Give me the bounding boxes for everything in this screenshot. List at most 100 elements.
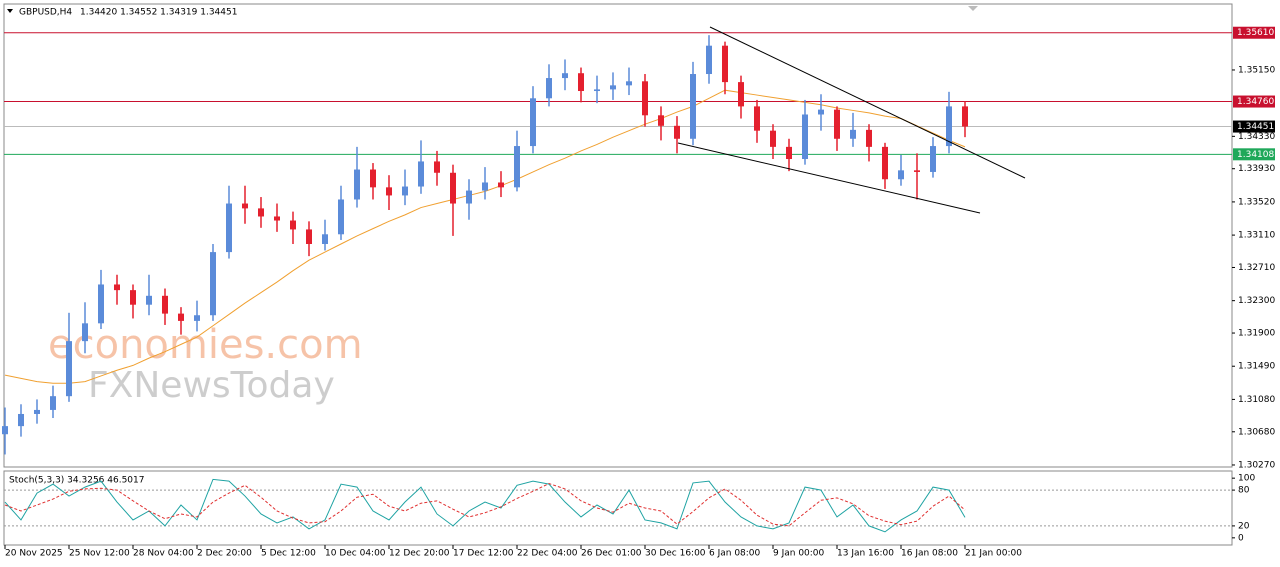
x-tick-label: 10 Dec 04:00 (325, 549, 386, 559)
y-tick-label: 1.33930 (1238, 164, 1275, 174)
y-tick-label: 100 (1238, 474, 1255, 484)
candle-body (914, 170, 920, 172)
candle-body (562, 73, 568, 79)
x-tick-label: 30 Dec 16:00 (645, 549, 706, 559)
candle-body (850, 129, 856, 139)
candle-body (274, 216, 280, 221)
candle-body (482, 182, 488, 191)
plot: 1.35150 1.34330 1.33930 1.33520 1.33110 1.327… (2, 26, 1275, 559)
y-tick-label: 1.32300 (1238, 296, 1275, 306)
candle-body (866, 129, 872, 147)
x-tick-label: 5 Dec 12:00 (261, 549, 316, 559)
candle-body (402, 186, 408, 196)
candle-body (290, 220, 296, 230)
trend-line (709, 26, 1026, 179)
y-tick-label: 1.33110 (1238, 231, 1275, 241)
y-tick-label: 1.31080 (1238, 395, 1275, 405)
indicator-frame (3, 470, 1233, 546)
y-tick-label: 80 (1238, 486, 1250, 496)
candle-body (354, 169, 360, 200)
candle-body (386, 187, 392, 196)
x-tick-label: 9 Jan 00:00 (773, 549, 825, 559)
x-tick-label: 25 Nov 12:00 (69, 549, 130, 559)
candle-body (210, 252, 216, 316)
y-tick-label: 1.32710 (1238, 263, 1275, 273)
x-tick-label: 2 Dec 20:00 (197, 549, 252, 559)
candle-body (370, 169, 376, 188)
candle-body (242, 203, 248, 209)
candle-body (434, 161, 440, 173)
candle-body (18, 413, 24, 427)
x-tick-label: 22 Dec 04:00 (517, 549, 578, 559)
price-level-label: 1.34760 (1237, 97, 1274, 107)
price-level-label: 1.34108 (1237, 150, 1274, 160)
candle-body (2, 426, 8, 435)
candle-body (258, 208, 264, 217)
x-tick-label: 17 Dec 12:00 (453, 549, 514, 559)
x-tick-label: 28 Nov 04:00 (133, 549, 194, 559)
candle-body (194, 315, 200, 321)
candle-body (658, 115, 664, 126)
candle-body (594, 89, 600, 92)
x-tick-label: 12 Dec 20:00 (389, 549, 450, 559)
candle-body (818, 109, 824, 115)
candle-body (834, 109, 840, 139)
candle-body (882, 146, 888, 180)
price-level-box (1233, 95, 1275, 108)
candle-body (962, 106, 968, 127)
candle-body (146, 295, 152, 305)
candle-body (98, 284, 104, 324)
y-tick-label: 1.30680 (1238, 427, 1275, 437)
candle-body (162, 295, 168, 314)
stochastic-line (4, 482, 966, 527)
stochastic-line (4, 478, 966, 533)
candle-body (706, 45, 712, 75)
candle-body (738, 82, 744, 107)
candle-body (754, 106, 760, 131)
price-level-label: 1.35610 (1237, 28, 1274, 38)
candle-body (674, 125, 680, 139)
candle-body (530, 98, 536, 147)
candle-body (722, 45, 728, 83)
price-level-label: 1.34451 (1237, 122, 1274, 132)
candle-body (226, 203, 232, 253)
x-tick-label: 6 Jan 08:00 (709, 549, 761, 559)
candle-body (418, 161, 424, 187)
x-tick-label: 16 Jan 08:00 (901, 549, 958, 559)
candle-body (578, 73, 584, 92)
candle-body (898, 170, 904, 180)
candle-body (130, 290, 136, 305)
candle-body (114, 284, 120, 291)
candle-body (82, 323, 88, 342)
candle-body (626, 81, 632, 86)
y-tick-label: 20 (1238, 521, 1250, 531)
x-tick-label: 13 Jan 16:00 (837, 549, 894, 559)
y-tick-label: 1.31900 (1238, 329, 1275, 339)
candle-body (466, 190, 472, 204)
menu-triangle[interactable] (7, 9, 13, 13)
candle-body (338, 199, 344, 235)
y-tick-label: 1.30270 (1238, 460, 1275, 470)
ohlc-header: 1.34420 1.34552 1.34319 1.34451 (80, 8, 237, 18)
y-tick-label: 1.35150 (1238, 65, 1275, 75)
candle-body (306, 229, 312, 244)
x-tick-label: 21 Jan 00:00 (965, 549, 1022, 559)
y-tick-label: 0 (1238, 533, 1244, 543)
candle-body (178, 313, 184, 321)
candle-body (498, 182, 504, 188)
candle-body (546, 78, 552, 99)
candle-body (946, 106, 952, 147)
y-tick-label: 1.33520 (1238, 197, 1275, 207)
candle-body (66, 341, 72, 397)
candle-body (450, 172, 456, 204)
x-tick-label: 20 Nov 2025 (5, 549, 63, 559)
candle-body (610, 85, 616, 90)
x-tick-label: 26 Dec 01:00 (581, 549, 642, 559)
candle-body (50, 396, 56, 410)
trend-line (677, 142, 981, 214)
candle-body (770, 130, 776, 147)
price-level-box (1233, 26, 1275, 39)
candle-body (322, 234, 328, 244)
